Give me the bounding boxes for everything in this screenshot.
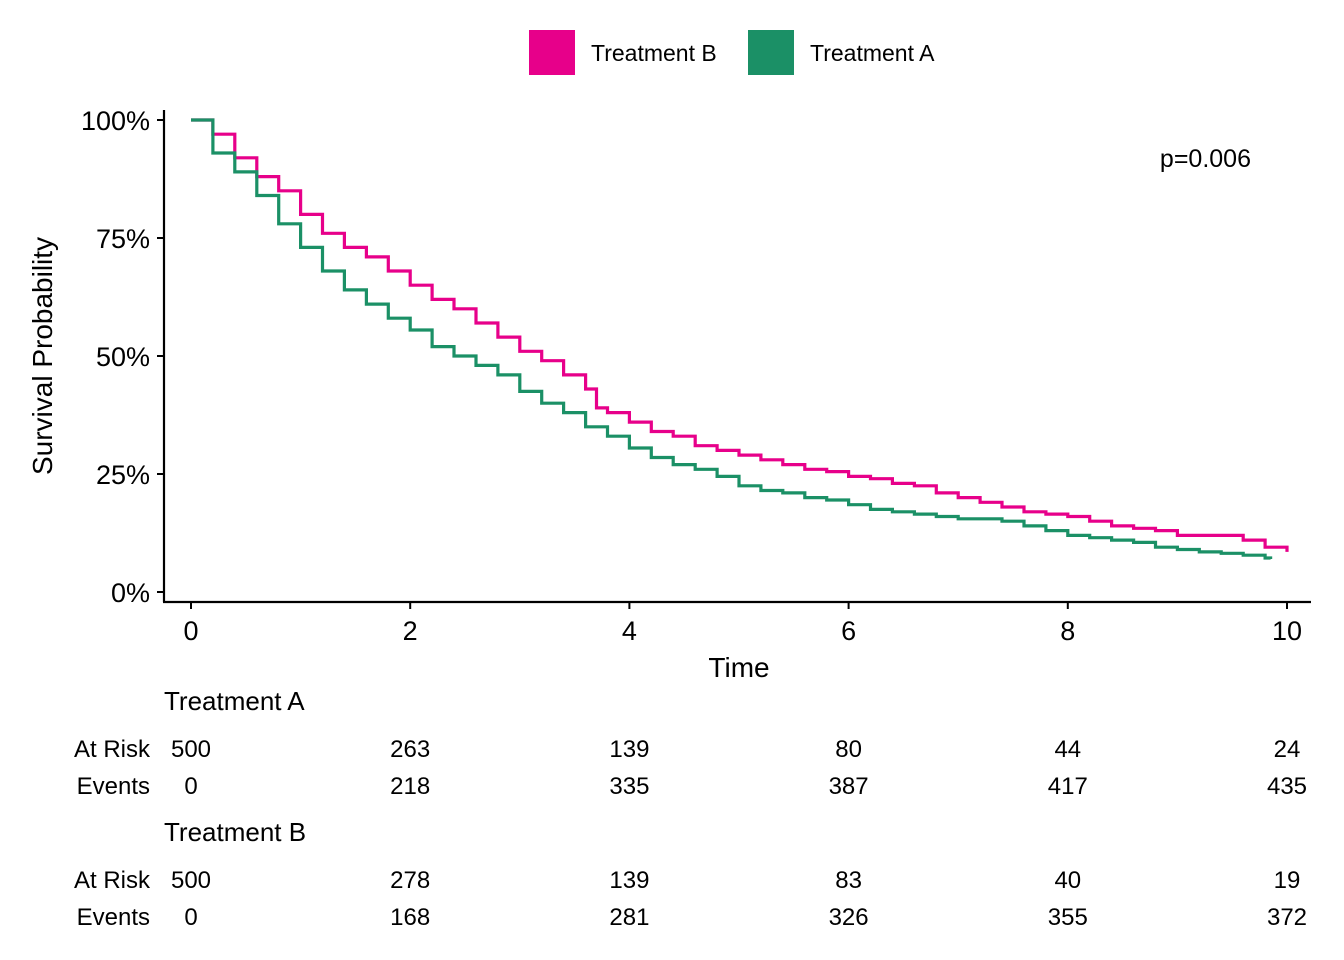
y-tick-label: 0%: [111, 578, 150, 608]
axes: 0% 25% 50% 75% 100% 0 2 4 6 8 10 Time Survival Proba…: [27, 106, 1311, 683]
survival-curves: [191, 118, 1289, 560]
risk-cell: 80: [835, 736, 862, 763]
risk-cell: 19: [1274, 867, 1301, 894]
risk-cell: 500: [171, 736, 211, 763]
legend-label-2: Treatment A: [810, 40, 935, 66]
curve-treatment-b: [191, 118, 1289, 552]
risk-cell: 168: [390, 904, 430, 931]
x-tick-label: 6: [841, 616, 856, 646]
risk-cell: 387: [829, 773, 869, 800]
risk-cell: 83: [835, 867, 862, 894]
risk-row-label: At Risk: [74, 736, 151, 763]
x-axis-title: Time: [708, 652, 769, 683]
risk-cell: 278: [390, 867, 430, 894]
risk-cell: 139: [609, 736, 649, 763]
risk-cell: 500: [171, 867, 211, 894]
risk-group-title: Treatment A: [164, 686, 305, 716]
risk-cell: 326: [829, 904, 869, 931]
x-tick-label: 0: [183, 616, 198, 646]
annotation-layer: p=0.006: [1160, 145, 1251, 173]
risk-cell: 372: [1267, 904, 1307, 931]
legend-swatch-1: [529, 30, 575, 75]
risk-cell: 40: [1054, 867, 1081, 894]
risk-cell: 24: [1274, 736, 1301, 763]
risk-cell: 355: [1048, 904, 1088, 931]
risk-cell: 335: [609, 773, 649, 800]
y-tick-label: 75%: [96, 224, 150, 254]
y-tick-label: 100%: [81, 106, 150, 136]
risk-table: Treatment A At Risk 500 263 139 80 44 24 Events 0…: [74, 686, 1307, 931]
risk-cell: 0: [184, 773, 197, 800]
curve-treatment-a: [191, 118, 1273, 560]
x-tick-label: 8: [1060, 616, 1075, 646]
risk-cell: 281: [609, 904, 649, 931]
risk-cell: 417: [1048, 773, 1088, 800]
legend-swatch-2: [748, 30, 794, 75]
x-tick-label: 4: [622, 616, 637, 646]
p-value-label: p=0.006: [1160, 145, 1251, 173]
risk-cell: 218: [390, 773, 430, 800]
x-tick-label: 10: [1272, 616, 1302, 646]
risk-cell: 44: [1054, 736, 1081, 763]
risk-row-label: Events: [77, 773, 150, 800]
risk-cell: 435: [1267, 773, 1307, 800]
risk-row-label: Events: [77, 904, 150, 931]
risk-cell: 139: [609, 867, 649, 894]
legend-label-1: Treatment B: [591, 40, 717, 66]
risk-group-title: Treatment B: [164, 817, 306, 847]
legend: Treatment B Treatment A: [529, 30, 935, 75]
y-axis-title: Survival Probability: [27, 237, 58, 475]
y-tick-label: 50%: [96, 342, 150, 372]
risk-cell: 263: [390, 736, 430, 763]
x-tick-label: 2: [403, 616, 418, 646]
y-tick-label: 25%: [96, 460, 150, 490]
risk-row-label: At Risk: [74, 867, 151, 894]
risk-cell: 0: [184, 904, 197, 931]
